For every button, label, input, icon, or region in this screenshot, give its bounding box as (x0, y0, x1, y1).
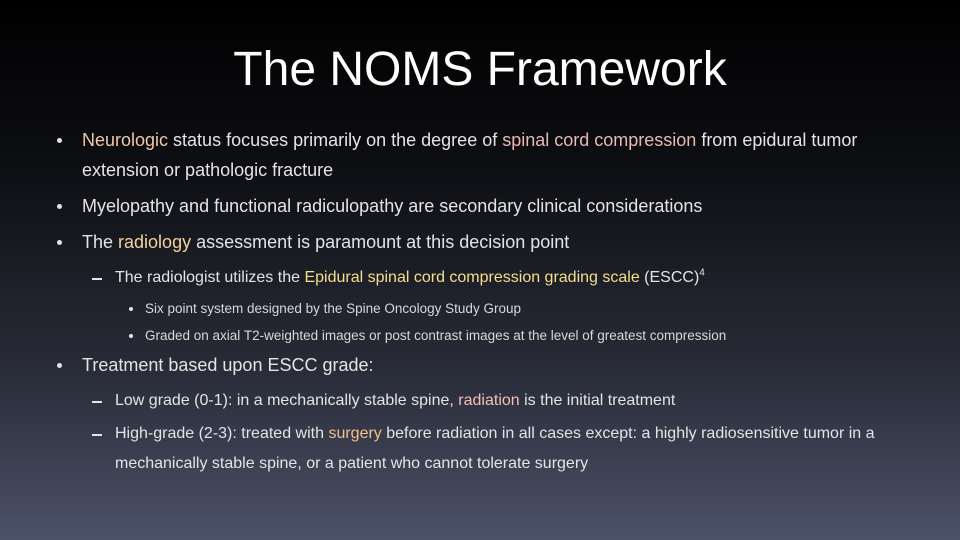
text-run: Graded on axial T2-weighted images or po… (145, 328, 727, 343)
text-run: Treatment based upon ESCC grade: (82, 355, 374, 375)
text-run: from epidural tumor extension or patholo… (82, 130, 858, 180)
bullet-marker (57, 138, 62, 143)
text-run: Myelopathy and functional radiculopathy … (82, 196, 703, 216)
text-run: surgery (328, 425, 382, 442)
bullet-item: Neurologic status focuses primarily on t… (0, 125, 900, 185)
text-run: radiology (118, 232, 192, 252)
text-run: High-grade (2-3): treated with (115, 425, 329, 442)
slide-title: The NOMS Framework (233, 43, 727, 96)
bullet-item: Myelopathy and functional radiculopathy … (0, 191, 900, 221)
bullet-item: Six point system designed by the Spine O… (0, 296, 900, 322)
bullet-marker (92, 401, 102, 403)
bullet-item: The radiologist utilizes the Epidural sp… (0, 263, 900, 293)
bullet-marker (129, 334, 133, 338)
text-run: (ESCC) (639, 269, 700, 286)
text-run: Six point system designed by the Spine O… (145, 301, 521, 316)
text-run: The radiologist utilizes the (115, 269, 305, 286)
text-run: assessment is paramount at this decision… (191, 232, 570, 252)
text-run: status focuses primarily on the degree o… (168, 130, 503, 150)
bullet-marker (92, 278, 102, 280)
text-run: Epidural spinal cord compression grading… (304, 269, 640, 286)
bullet-marker (57, 204, 62, 209)
bullet-item: High-grade (2-3): treated with surgery b… (0, 419, 900, 479)
text-run: is the initial treatment (519, 392, 676, 409)
bullet-item: The radiology assessment is paramount at… (0, 227, 900, 257)
bullet-marker (129, 307, 133, 311)
text-run: The (82, 232, 119, 252)
bullet-item: Low grade (0-1): in a mechanically stabl… (0, 386, 900, 416)
bullet-list: Neurologic status focuses primarily on t… (0, 125, 900, 482)
bullet-item: Graded on axial T2-weighted images or po… (0, 323, 900, 349)
bullet-marker (92, 434, 102, 436)
bullet-marker (57, 363, 62, 368)
text-run: Low grade (0-1): in a mechanically stabl… (115, 392, 459, 409)
bullet-item: Treatment based upon ESCC grade: (0, 350, 900, 380)
text-run: radiation (458, 392, 520, 409)
text-run: before radiation in all cases except: a … (115, 425, 875, 472)
text-run: Neurologic (82, 130, 169, 150)
text-run: spinal cord compression (502, 130, 697, 150)
text-run: 4 (699, 267, 705, 279)
bullet-marker (57, 240, 62, 245)
